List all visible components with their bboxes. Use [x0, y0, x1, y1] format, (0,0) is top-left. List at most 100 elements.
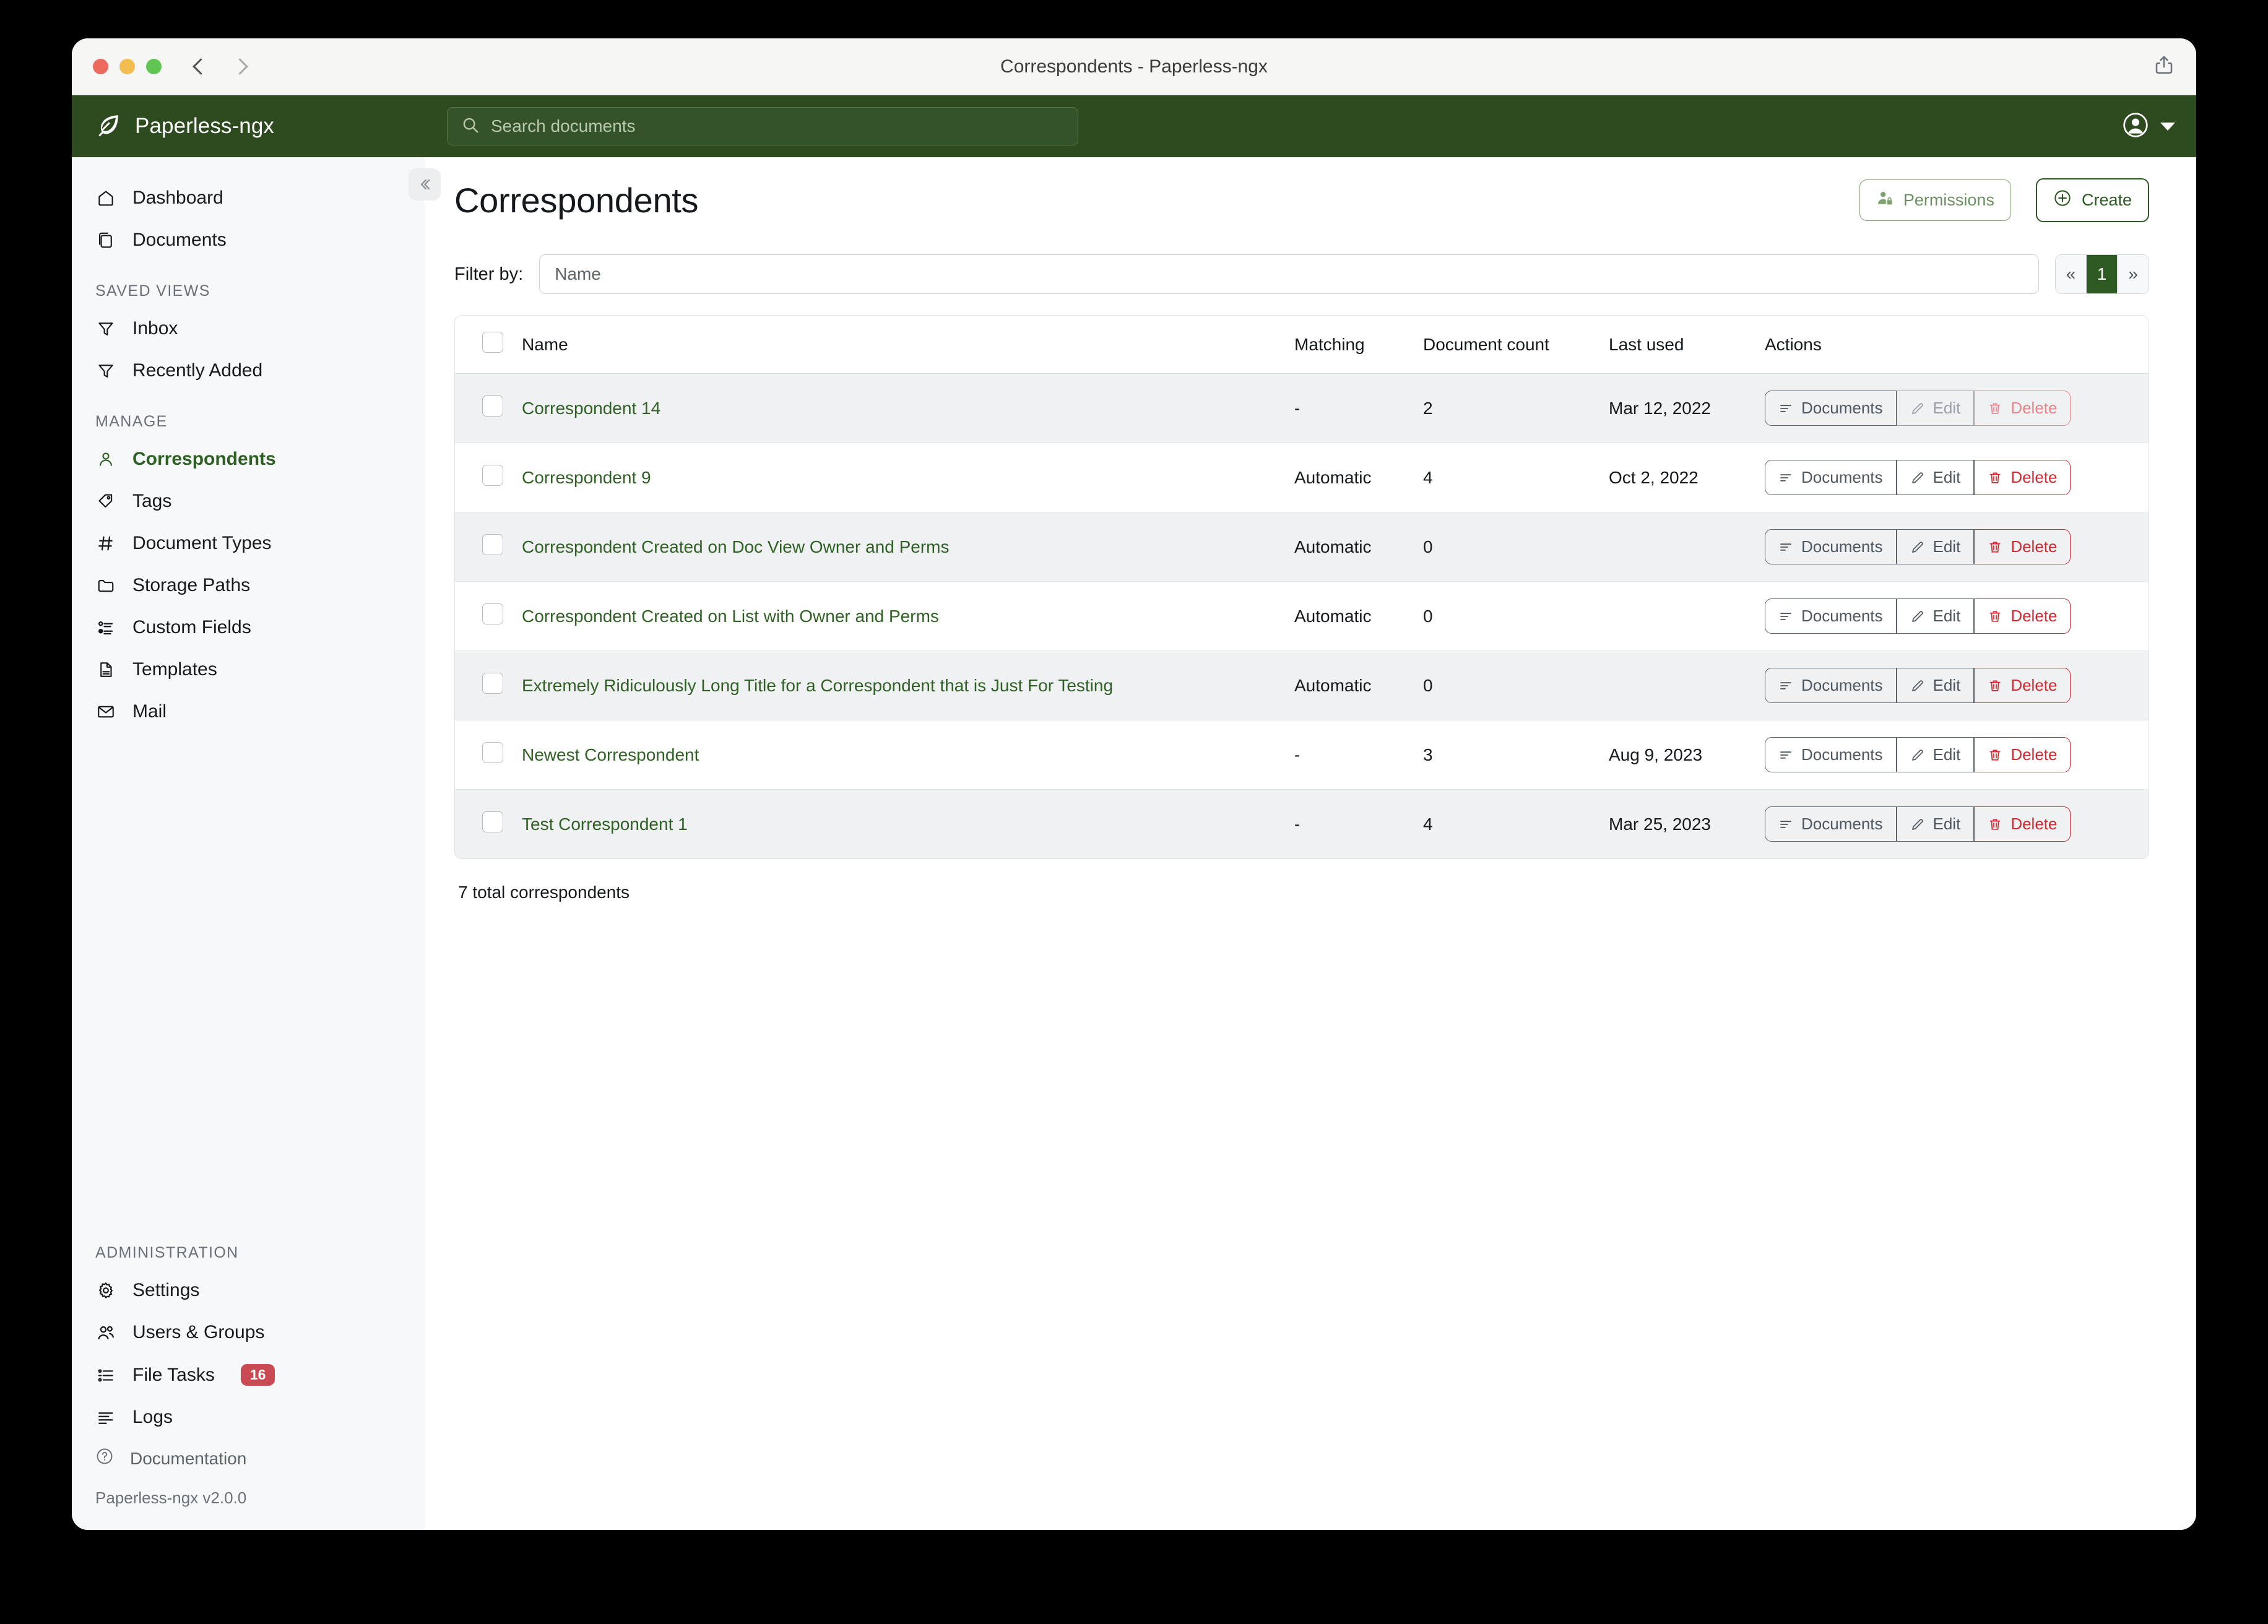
edit-button[interactable]: Edit: [1896, 598, 1975, 634]
header-matching[interactable]: Matching: [1294, 316, 1423, 374]
edit-button[interactable]: Edit: [1896, 460, 1975, 495]
row-checkbox[interactable]: [482, 742, 503, 763]
trash-icon: [1989, 611, 2001, 622]
table-row[interactable]: Extremely Ridiculously Long Title for a …: [455, 650, 2149, 720]
documents-button[interactable]: Documents: [1765, 806, 1897, 842]
sidebar-item-documentation[interactable]: Documentation: [72, 1438, 423, 1479]
documents-button[interactable]: Documents: [1765, 668, 1897, 703]
table-row[interactable]: Correspondent Created on Doc View Owner …: [455, 512, 2149, 582]
correspondent-link[interactable]: Test Correspondent 1: [522, 814, 688, 834]
correspondent-link[interactable]: Correspondent Created on Doc View Owner …: [522, 537, 950, 556]
back-icon[interactable]: [193, 58, 209, 75]
search-input[interactable]: Search documents: [447, 107, 1078, 145]
sidebar-item-users-groups[interactable]: Users & Groups: [72, 1311, 423, 1354]
close-window-button[interactable]: [93, 59, 108, 74]
main-content: Correspondents Permissions: [423, 157, 2196, 1530]
correspondent-link[interactable]: Extremely Ridiculously Long Title for a …: [522, 675, 1114, 695]
filter-left-icon: [1780, 543, 1791, 551]
delete-button[interactable]: Delete: [1974, 668, 2071, 703]
window-titlebar: Correspondents - Paperless-ngx: [72, 38, 2196, 95]
pagination-prev-button[interactable]: «: [2056, 255, 2087, 293]
delete-button[interactable]: Delete: [1974, 460, 2071, 495]
sidebar-collapse-button[interactable]: [409, 168, 441, 201]
row-checkbox[interactable]: [482, 395, 503, 417]
total-count-text: 7 total correspondents: [458, 883, 630, 902]
search-placeholder: Search documents: [491, 116, 636, 136]
row-name-cell: Correspondent Created on List with Owner…: [522, 582, 1294, 651]
sidebar-item-documents[interactable]: Documents: [72, 219, 423, 261]
sidebar-section-manage: MANAGE: [95, 413, 168, 430]
sidebar-item-tags[interactable]: Tags: [72, 480, 423, 522]
documents-button[interactable]: Documents: [1765, 460, 1897, 495]
minimize-window-button[interactable]: [119, 59, 135, 74]
row-action-group: Documents Edit Delete: [1765, 737, 2071, 772]
correspondent-link[interactable]: Correspondent 14: [522, 398, 661, 418]
forward-icon[interactable]: [232, 58, 248, 75]
pagination-page-1[interactable]: 1: [2087, 255, 2118, 293]
documents-button[interactable]: Documents: [1765, 598, 1897, 634]
edit-button[interactable]: Edit: [1896, 529, 1975, 564]
row-last-used: Oct 2, 2022: [1609, 467, 1699, 487]
documents-button[interactable]: Documents: [1765, 391, 1897, 426]
documents-button-label: Documents: [1801, 607, 1883, 625]
edit-button-label: Edit: [1933, 468, 1961, 486]
sidebar-item-file-tasks[interactable]: File Tasks 16: [72, 1354, 423, 1396]
row-checkbox[interactable]: [482, 465, 503, 486]
edit-button[interactable]: Edit: [1896, 391, 1975, 426]
delete-button[interactable]: Delete: [1974, 529, 2071, 564]
browser-navigation[interactable]: [193, 58, 248, 75]
edit-button[interactable]: Edit: [1896, 668, 1975, 703]
header-name[interactable]: Name: [522, 316, 1294, 374]
table-row[interactable]: Correspondent 14 - 2 Mar 12, 2022 Docume…: [455, 373, 2149, 443]
table-row[interactable]: Test Correspondent 1 - 4 Mar 25, 2023 Do…: [455, 789, 2149, 858]
correspondent-link[interactable]: Correspondent 9: [522, 467, 651, 487]
brand-logo-link[interactable]: Paperless-ngx: [95, 112, 447, 141]
correspondent-link[interactable]: Newest Correspondent: [522, 745, 699, 764]
row-checkbox[interactable]: [482, 811, 503, 832]
edit-button[interactable]: Edit: [1896, 737, 1975, 772]
sidebar-item-label: Tags: [132, 491, 172, 511]
window-controls[interactable]: [93, 59, 162, 74]
share-icon[interactable]: [2153, 54, 2175, 79]
filter-name-input[interactable]: [539, 254, 2039, 294]
documents-button[interactable]: Documents: [1765, 737, 1897, 772]
sidebar-item-settings[interactable]: Settings: [72, 1269, 423, 1311]
table-row[interactable]: Correspondent 9 Automatic 4 Oct 2, 2022 …: [455, 443, 2149, 512]
maximize-window-button[interactable]: [146, 59, 162, 74]
delete-button[interactable]: Delete: [1974, 598, 2071, 634]
edit-button[interactable]: Edit: [1896, 806, 1975, 842]
sidebar-item-document-types[interactable]: Document Types: [72, 522, 423, 564]
row-name-cell: Correspondent Created on Doc View Owner …: [522, 512, 1294, 582]
sidebar-item-dashboard[interactable]: Dashboard: [72, 177, 423, 219]
sidebar-item-inbox[interactable]: Inbox: [72, 308, 423, 350]
pagination-next-button[interactable]: »: [2118, 255, 2149, 293]
sidebar-item-correspondents[interactable]: Correspondents: [72, 438, 423, 480]
row-checkbox[interactable]: [482, 534, 503, 555]
sidebar-item-mail[interactable]: Mail: [72, 691, 423, 733]
correspondent-link[interactable]: Correspondent Created on List with Owner…: [522, 606, 939, 626]
delete-button[interactable]: Delete: [1974, 391, 2071, 426]
create-button[interactable]: Create: [2035, 178, 2149, 222]
permissions-button[interactable]: Permissions: [1859, 179, 2011, 221]
person-lock-icon: [1876, 189, 1894, 211]
row-checkbox-cell: [455, 374, 522, 443]
documents-button[interactable]: Documents: [1765, 529, 1897, 564]
header-document-count[interactable]: Document count: [1423, 316, 1609, 374]
sidebar-item-logs[interactable]: Logs: [72, 1396, 423, 1438]
sidebar-item-templates[interactable]: Templates: [72, 649, 423, 691]
sidebar-item-storage-paths[interactable]: Storage Paths: [72, 564, 423, 607]
table-row[interactable]: Newest Correspondent - 3 Aug 9, 2023 Doc…: [455, 720, 2149, 790]
row-checkbox[interactable]: [482, 673, 503, 694]
create-button-label: Create: [2081, 191, 2132, 209]
sidebar-item-recently-added[interactable]: Recently Added: [72, 350, 423, 392]
table-row[interactable]: Correspondent Created on List with Owner…: [455, 581, 2149, 651]
user-menu-button[interactable]: [2122, 111, 2175, 142]
sidebar-item-custom-fields[interactable]: Custom Fields: [72, 607, 423, 649]
row-checkbox[interactable]: [482, 603, 503, 624]
header-last-used[interactable]: Last used: [1609, 316, 1765, 374]
pencil-icon: [1911, 402, 1923, 414]
delete-button[interactable]: Delete: [1974, 737, 2071, 772]
delete-button[interactable]: Delete: [1974, 806, 2071, 842]
select-all-checkbox[interactable]: [482, 332, 503, 353]
